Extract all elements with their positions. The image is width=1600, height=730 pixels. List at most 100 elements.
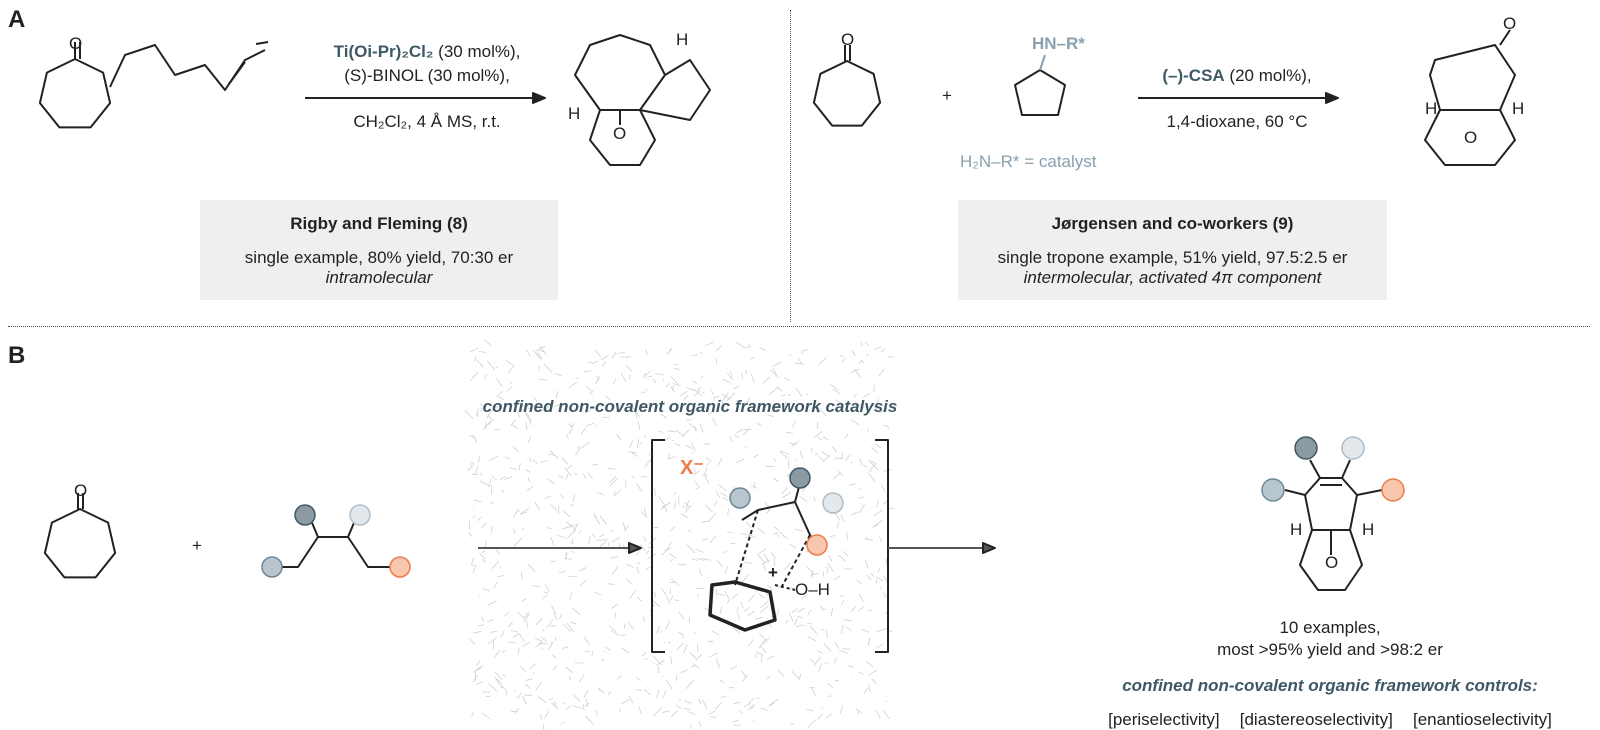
framework-bond bbox=[744, 607, 750, 612]
framework-bond bbox=[615, 404, 619, 413]
framework-bond bbox=[582, 704, 585, 711]
seven-membered-ring bbox=[812, 60, 882, 127]
framework-bond bbox=[539, 460, 549, 463]
framework-bond bbox=[766, 509, 771, 514]
framework-bond bbox=[692, 663, 700, 670]
framework-bond bbox=[708, 710, 716, 715]
catalyst-note: H₂N–R* = catalyst bbox=[960, 152, 1097, 171]
h-label: H bbox=[1290, 520, 1303, 539]
framework-bond bbox=[673, 492, 677, 495]
framework-bond bbox=[599, 533, 605, 538]
framework-bond bbox=[538, 409, 546, 413]
framework-bond bbox=[510, 467, 518, 471]
framework-bond bbox=[717, 592, 725, 597]
substituent-pale bbox=[1341, 436, 1365, 460]
framework-bond bbox=[602, 361, 607, 368]
framework-bond bbox=[850, 461, 854, 463]
framework-bond bbox=[535, 617, 543, 626]
framework-bond bbox=[849, 483, 856, 486]
framework-bond bbox=[588, 536, 591, 545]
framework-bond bbox=[780, 450, 790, 455]
framework-bond bbox=[694, 480, 701, 489]
framework-bond bbox=[663, 641, 665, 644]
framework-bond bbox=[652, 378, 657, 384]
framework-bond bbox=[814, 430, 823, 438]
framework-bond bbox=[594, 591, 602, 596]
framework-bond bbox=[880, 586, 882, 590]
framework-bond bbox=[482, 558, 487, 563]
framework-bond bbox=[596, 491, 605, 496]
framework-bond bbox=[779, 451, 789, 460]
framework-bond bbox=[612, 378, 617, 385]
framework-bond bbox=[481, 550, 486, 554]
substituent-mid bbox=[261, 556, 283, 578]
framework-bond bbox=[636, 677, 641, 682]
framework-bond bbox=[875, 628, 885, 633]
framework-bond bbox=[543, 591, 549, 594]
framework-bond bbox=[584, 715, 594, 725]
framework-bond bbox=[863, 392, 871, 398]
framework-bond bbox=[684, 444, 693, 449]
framework-bond bbox=[724, 566, 728, 574]
framework-bond bbox=[494, 650, 501, 658]
framework-bond bbox=[878, 368, 885, 377]
framework-bond bbox=[821, 450, 829, 457]
controls-title: confined non-covalent organic framework … bbox=[1122, 676, 1538, 695]
framework-bond bbox=[740, 601, 744, 609]
framework-bond bbox=[780, 393, 787, 397]
framework-bond bbox=[810, 447, 813, 453]
framework-bond bbox=[799, 496, 808, 502]
framework-bond bbox=[653, 662, 655, 664]
framework-bond bbox=[662, 689, 667, 698]
framework-bond bbox=[707, 640, 714, 643]
framework-bond bbox=[494, 676, 500, 685]
framework-bond bbox=[562, 623, 571, 632]
framework-bond bbox=[581, 441, 591, 449]
framework-bond bbox=[833, 657, 837, 664]
framework-bond bbox=[502, 674, 506, 678]
framework-bond bbox=[827, 562, 834, 572]
result-line-1: 10 examples, bbox=[1279, 618, 1381, 637]
framework-bond bbox=[735, 430, 741, 434]
framework-bond bbox=[572, 607, 581, 616]
framework-bond bbox=[789, 543, 797, 549]
framework-bond bbox=[672, 382, 681, 387]
framework-bond bbox=[507, 364, 515, 374]
framework-bond bbox=[502, 649, 506, 653]
framework-bond bbox=[788, 354, 791, 356]
framework-bond bbox=[637, 562, 641, 565]
framework-bond bbox=[826, 566, 828, 573]
framework-bond bbox=[863, 687, 868, 694]
framework-bond bbox=[691, 452, 695, 454]
framework-bond bbox=[481, 712, 492, 720]
framework-bond bbox=[858, 404, 865, 409]
framework-bond bbox=[746, 521, 752, 529]
jorgensen-reagent-bold: (–)-CSA bbox=[1162, 66, 1225, 85]
framework-bond bbox=[550, 504, 558, 512]
framework-bond bbox=[476, 359, 484, 368]
framework-bond bbox=[620, 372, 627, 382]
framework-bond bbox=[545, 401, 552, 411]
framework-bond bbox=[504, 687, 508, 696]
framework-bond bbox=[742, 675, 748, 682]
framework-bond bbox=[776, 533, 780, 538]
framework-bond bbox=[480, 472, 483, 476]
framework-bond bbox=[521, 405, 529, 408]
framework-bond bbox=[818, 663, 822, 672]
framework-bond bbox=[832, 388, 841, 395]
framework-bond bbox=[748, 697, 755, 704]
framework-bond bbox=[500, 630, 505, 638]
framework-bond bbox=[776, 608, 780, 618]
framework-bond bbox=[772, 477, 780, 483]
framework-bond bbox=[491, 561, 499, 569]
framework-bond bbox=[573, 522, 579, 532]
framework-bond bbox=[734, 434, 740, 439]
framework-bond bbox=[875, 710, 881, 719]
framework-bond bbox=[820, 605, 824, 610]
framework-bond bbox=[609, 477, 618, 486]
framework-bond bbox=[631, 476, 635, 478]
framework-bond bbox=[504, 456, 511, 460]
framework-bond bbox=[528, 457, 532, 462]
framework-bond bbox=[864, 559, 869, 569]
framework-bond bbox=[637, 421, 641, 430]
